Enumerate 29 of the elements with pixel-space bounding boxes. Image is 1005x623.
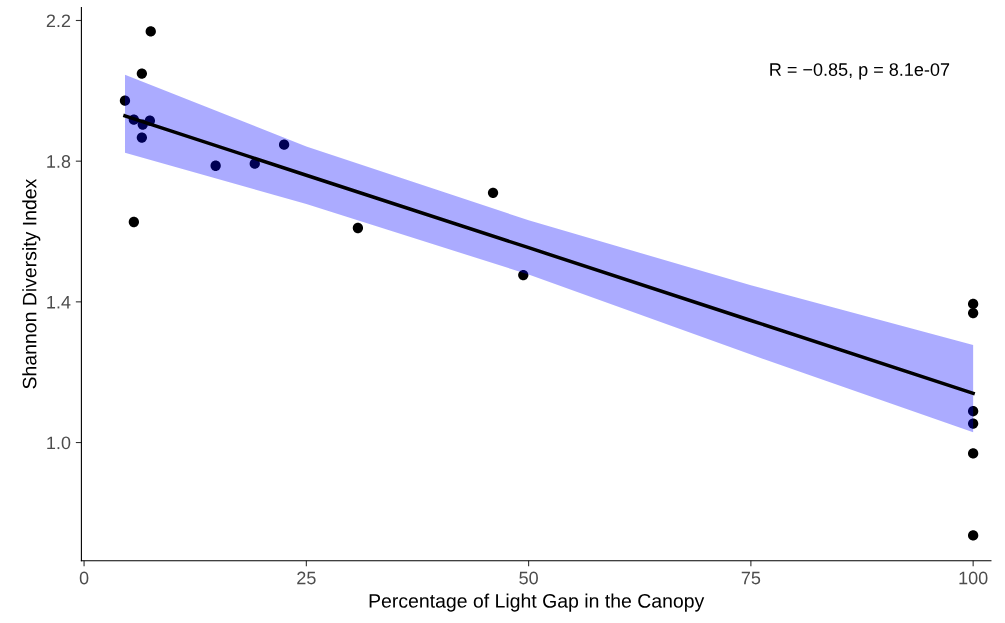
point <box>136 132 148 143</box>
y-tick-label: 1.0 <box>47 436 71 450</box>
point <box>128 216 140 228</box>
x-tick-label: 75 <box>741 571 761 585</box>
point <box>968 307 979 319</box>
point <box>968 448 979 459</box>
point <box>968 418 979 429</box>
y-axis-title: Shannon Diversity Index <box>22 178 41 389</box>
x-tick-label: 100 <box>959 571 988 585</box>
annotation: R = −0.85, p = 8.1e-07 <box>770 63 950 80</box>
point <box>352 222 364 234</box>
line-series <box>123 114 975 396</box>
x-tick-label: 0 <box>79 571 89 585</box>
point <box>145 26 156 37</box>
point <box>278 139 290 150</box>
point <box>487 187 499 198</box>
point <box>119 95 131 106</box>
point <box>968 406 979 417</box>
x-tick-label: 50 <box>519 571 538 585</box>
y-tick-label: 1.8 <box>47 155 71 168</box>
point <box>136 68 148 79</box>
x-axis-title: Percentage of Light Gap in the Canopy <box>369 593 705 612</box>
point <box>968 298 979 310</box>
x-tick-label: 25 <box>297 571 316 585</box>
point <box>968 530 979 541</box>
y-tick-label: 2.2 <box>46 14 71 28</box>
point <box>210 160 221 171</box>
y-tick-label: 1.4 <box>47 295 71 309</box>
point <box>518 269 529 281</box>
